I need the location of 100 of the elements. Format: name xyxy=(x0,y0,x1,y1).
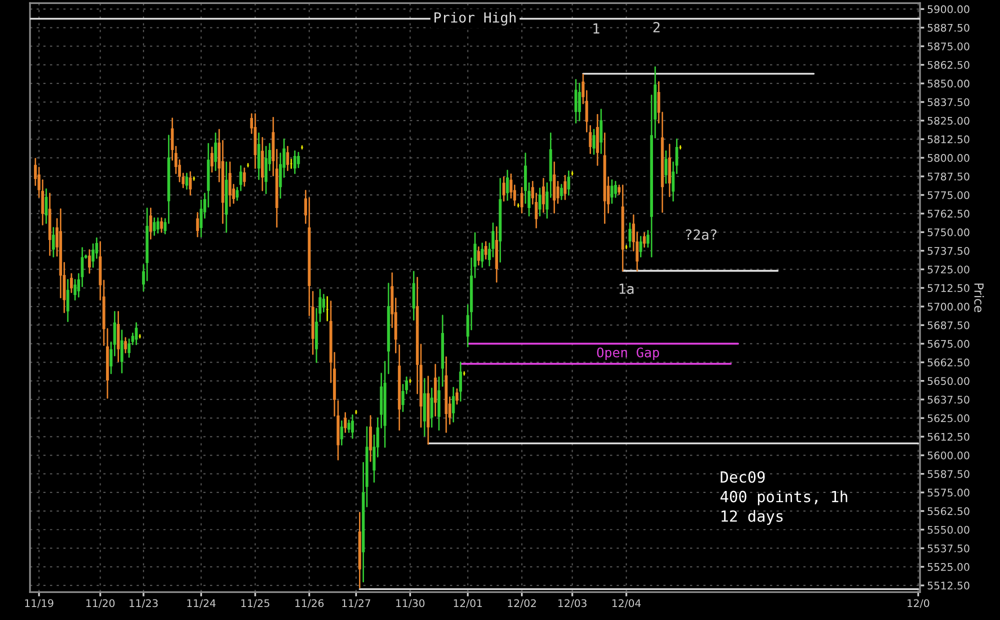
y-tick-label: 5750.00 xyxy=(928,228,970,236)
candlestick xyxy=(639,236,642,258)
y-tick-label: 5862.50 xyxy=(928,61,970,69)
candlestick xyxy=(196,212,199,238)
x-tick-label: 11/27 xyxy=(342,599,370,608)
candlestick xyxy=(149,208,152,240)
candlestick xyxy=(560,184,563,200)
y-tick-label: 5675.00 xyxy=(928,340,970,348)
y-tick-label: 5850.00 xyxy=(928,80,970,88)
candlestick xyxy=(160,217,163,233)
x-tick-label: 11/20 xyxy=(86,599,115,608)
y-tick-label: 5537.50 xyxy=(928,544,970,552)
y-tick-label: 5562.50 xyxy=(928,507,970,516)
candlestick xyxy=(264,146,268,194)
candlestick xyxy=(188,171,192,196)
x-tick-label: 12/01 xyxy=(454,599,482,608)
candlestick xyxy=(66,279,70,322)
candlestick xyxy=(120,330,124,374)
annotation: 1 xyxy=(594,23,600,34)
x-tick-label: 12/04 xyxy=(612,599,641,608)
y-tick-label: 5587.50 xyxy=(928,470,970,478)
y-tick-label: 5762.50 xyxy=(928,210,970,218)
y-tick-label: 5875.00 xyxy=(928,42,970,50)
candlestick xyxy=(628,222,632,248)
y-tick-label: 5900.00 xyxy=(928,5,970,14)
y-axis-title: Price xyxy=(974,284,984,312)
candlestick xyxy=(210,146,214,173)
y-tick-label: 5687.50 xyxy=(928,321,970,330)
x-tick-label: 12/02 xyxy=(508,599,536,608)
candlestick xyxy=(600,108,603,154)
y-tick-label: 5650.00 xyxy=(928,377,970,385)
candlestick xyxy=(588,125,592,154)
candlestick xyxy=(347,420,350,433)
candlestick xyxy=(344,412,347,433)
candlestick xyxy=(542,178,545,213)
candlestick xyxy=(484,241,488,260)
candlestick xyxy=(134,322,138,346)
candlestick xyxy=(452,386,455,422)
candlestick xyxy=(52,227,55,258)
y-tick-label: 5550.00 xyxy=(928,526,970,534)
candlestick xyxy=(520,186,524,214)
candlestick xyxy=(152,217,156,236)
x-tick-label: 11/30 xyxy=(396,599,424,608)
y-tick-label: 5725.00 xyxy=(928,266,970,274)
candlestick xyxy=(351,414,354,439)
annotation: Open Gap xyxy=(597,347,660,360)
y-tick-label: 5637.50 xyxy=(928,396,970,404)
y-tick-label: 5525.00 xyxy=(928,563,970,571)
y-tick-label: 5625.00 xyxy=(928,414,970,422)
candlestick xyxy=(592,128,596,155)
x-tick-label: 11/24 xyxy=(187,599,216,608)
y-tick-label: 5887.50 xyxy=(928,24,970,32)
annotation: Dec09 400 points, 1h 12 days xyxy=(720,471,848,525)
candlestick xyxy=(297,152,300,168)
candlestick xyxy=(459,362,462,402)
candlestick xyxy=(610,179,614,204)
y-tick-label: 5712.50 xyxy=(928,284,970,292)
x-tick-label: 11/25 xyxy=(241,599,270,608)
candlestick xyxy=(228,162,232,207)
annotation: ?2a? xyxy=(686,229,716,240)
candlestick xyxy=(477,246,480,266)
candlestick xyxy=(124,337,127,354)
x-tick-label: 11/23 xyxy=(130,599,158,608)
y-tick-label: 5612.50 xyxy=(928,432,970,441)
candlestick xyxy=(322,294,326,312)
y-tick-label: 5787.50 xyxy=(928,172,970,180)
y-tick-label: 5662.50 xyxy=(928,358,970,366)
candlestick xyxy=(538,188,542,216)
candlestick xyxy=(156,217,160,234)
candlestick xyxy=(664,150,668,184)
annotation: 2 xyxy=(653,22,660,32)
y-tick-label: 5775.00 xyxy=(928,191,970,200)
x-tick-label: 12/0 xyxy=(908,599,930,608)
candlestick xyxy=(214,132,217,172)
x-tick-label: 12/03 xyxy=(558,599,586,608)
candlestick xyxy=(502,176,506,202)
candlestick xyxy=(564,174,567,200)
candlestick xyxy=(578,82,581,122)
y-tick-label: 5700.00 xyxy=(928,302,970,311)
y-tick-label: 5837.50 xyxy=(928,98,970,106)
candlestick xyxy=(88,249,91,274)
y-tick-label: 5575.00 xyxy=(928,488,970,497)
candlestick xyxy=(369,415,372,462)
candlestick xyxy=(506,170,509,201)
annotation: 1a xyxy=(620,284,634,294)
candlestick xyxy=(286,146,290,172)
y-tick-label: 5800.00 xyxy=(928,154,970,162)
candlestick xyxy=(456,388,458,405)
candlestick xyxy=(642,232,646,248)
candlestick xyxy=(293,150,296,174)
y-tick-label: 5825.00 xyxy=(928,116,970,125)
candlestick xyxy=(574,79,578,124)
ref-line-label: Prior High xyxy=(434,12,516,26)
y-tick-label: 5737.50 xyxy=(928,246,970,255)
y-tick-label: 5600.00 xyxy=(928,451,970,460)
x-tick-label: 11/19 xyxy=(25,599,54,608)
y-tick-label: 5512.50 xyxy=(928,582,970,590)
y-tick-label: 5812.50 xyxy=(928,135,970,144)
x-tick-label: 11/26 xyxy=(295,599,324,608)
candlestick xyxy=(70,273,73,294)
